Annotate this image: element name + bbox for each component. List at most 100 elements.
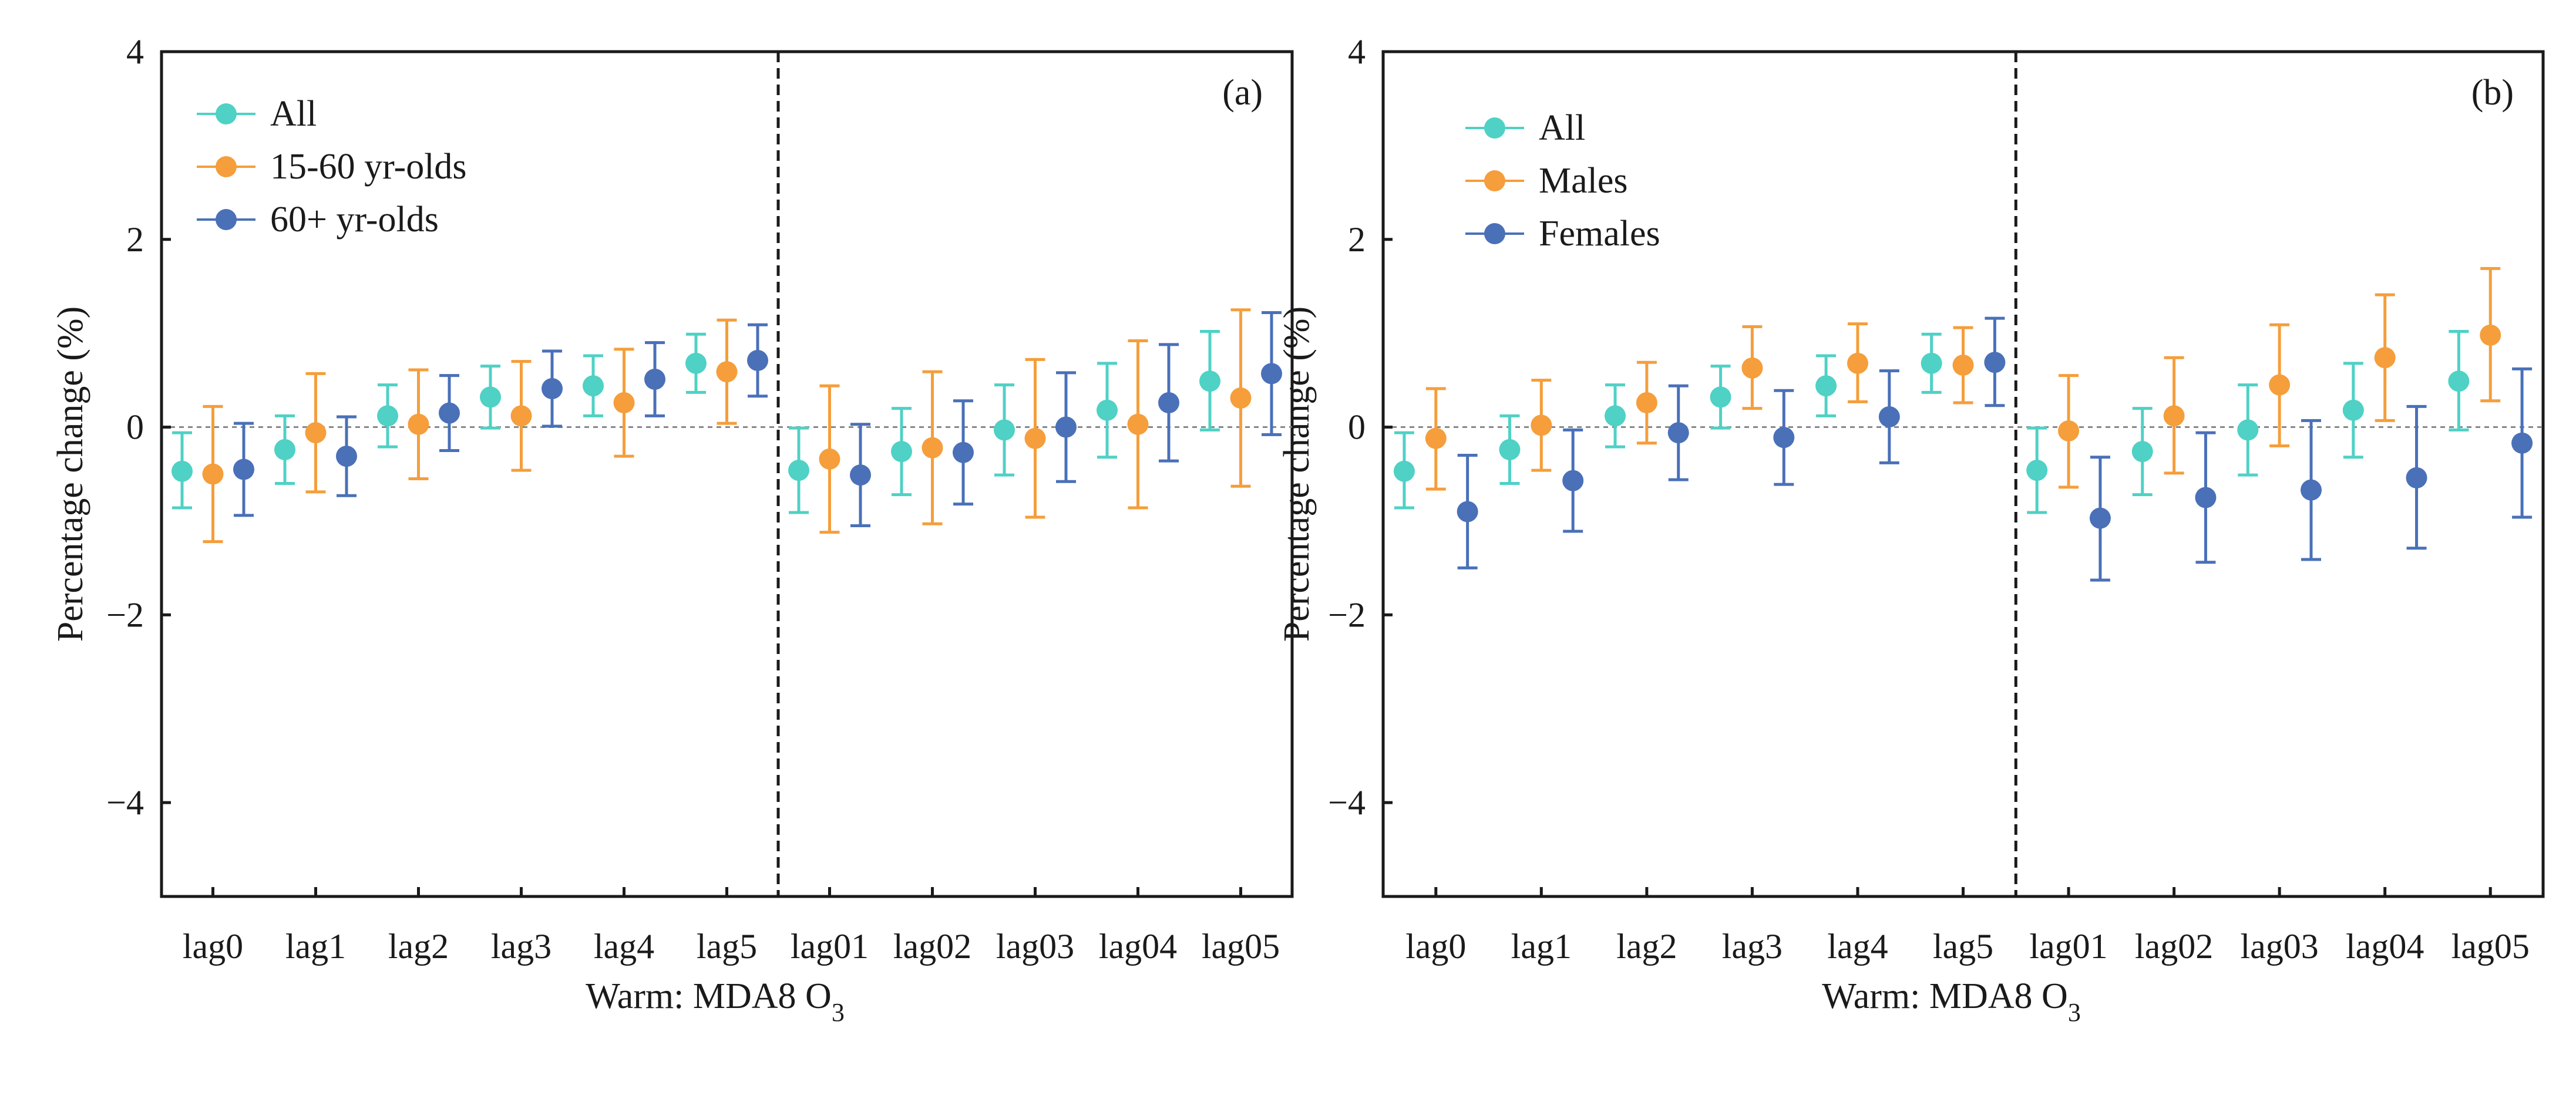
data-point [2342,399,2364,421]
data-point [922,437,943,459]
legend-label: All [270,94,317,134]
data-point [2480,324,2501,346]
data-point [953,441,974,463]
data-point [1199,370,1220,392]
data-point [819,448,840,470]
data-point [1710,386,1731,408]
x-tick-label: lag3 [1722,927,1783,966]
x-tick-label: lag2 [1616,927,1677,966]
data-point [2269,374,2291,396]
legend: All 15-60 yr-olds 60+ yr-olds [197,94,467,240]
x-tick-label: lag04 [1099,927,1177,966]
data-point [377,405,398,427]
legend-label: 15-60 yr-olds [270,147,467,187]
y-tick-label: −4 [1328,783,1366,822]
data-point [202,463,224,485]
x-tick-label: lag0 [1405,927,1466,966]
data-point [891,441,912,463]
data-point [1097,399,1118,421]
data-point [1667,422,1689,444]
data-point [1261,363,1282,385]
data-point [510,405,532,427]
x-axis-title-subscript: 3 [832,998,845,1027]
data-point [788,460,809,481]
x-axis-title-text: Warm: MDA8 O [1822,976,2068,1016]
data-point [1952,355,1974,376]
data-point [439,402,460,424]
data-point [2406,467,2427,488]
x-tick-label: lag01 [2029,927,2107,966]
data-point [274,439,295,460]
series-females [1457,316,2533,582]
x-tick-label: lag2 [388,927,449,966]
data-point [1815,375,1837,397]
y-tick-label: 0 [1348,408,1366,447]
x-tick-label: lag1 [285,927,346,966]
data-point [1457,501,1478,522]
series-males [1425,267,2501,491]
data-point [1984,352,2006,373]
x-tick-label: lag4 [1827,927,1888,966]
data-point [336,446,357,467]
y-axis-title: Percentage change (%) [1277,306,1317,642]
data-point [2195,487,2217,508]
y-tick-label: 0 [126,408,144,447]
x-tick-label: lag01 [791,927,869,966]
data-point [1531,414,1552,436]
x-tick-label: lag1 [1511,927,1572,966]
x-tick-label: lag5 [697,927,757,966]
data-point [1230,387,1252,409]
data-point [1921,352,1942,374]
data-point [1425,427,1447,449]
legend-marker-point [216,156,237,177]
legend-label: 60+ yr-olds [270,200,439,240]
data-point [305,422,327,444]
data-point [716,361,738,383]
data-point [1024,427,1046,449]
x-tick-label: lag05 [1202,927,1280,966]
legend-label: Females [1539,214,1660,254]
series-all [171,329,1220,514]
data-point [2374,347,2396,369]
data-point [747,350,768,372]
panel-label: (a) [1222,73,1263,113]
legend-marker-point [1484,117,1505,139]
y-tick-label: 4 [1348,32,1366,71]
x-axis-title-subscript: 3 [2068,998,2081,1027]
data-point [171,460,193,482]
panel-b: 4 2 0 −2 −4 lag0 lag1 lag2 lag3 lag4 lag5 lag01 lag0… [1277,32,2545,1027]
data-point [685,352,707,374]
legend-marker-point [1484,223,1505,244]
y-tick-label: 4 [126,32,144,71]
data-point [480,386,501,408]
data-point [1773,427,1795,449]
data-point [2448,370,2470,392]
data-point [1158,392,1179,413]
data-point [1499,439,1521,460]
data-point [644,369,665,390]
data-point [2237,419,2259,441]
y-axis-title: Percentage change (%) [51,306,90,642]
data-point [1847,352,1868,374]
panel-a: 4 2 0 −2 −4 lag0 lag1 lag2 lag3 lag4 lag5 lag01 lag0… [51,32,1294,1027]
y-tick-label: −2 [1328,595,1366,634]
x-axis-title-text: Warm: MDA8 O [586,976,832,1016]
data-point [2163,405,2185,427]
legend-marker-point [1484,170,1505,191]
x-tick-label: lag02 [2135,927,2213,966]
legend: All Males Females [1465,108,1660,254]
data-point [1741,357,1763,379]
series-60-yr-olds [233,311,1282,527]
x-tick-label: lag03 [2240,927,2318,966]
data-point [2089,507,2111,529]
data-point [1127,413,1149,435]
data-point [2131,441,2153,463]
data-point [1605,405,1626,427]
data-point [850,464,871,486]
x-axis-title: Warm: MDA8 O3 [586,976,845,1027]
data-point [2058,420,2080,441]
data-point [613,392,635,413]
x-tick-label: lag5 [1933,927,1993,966]
x-tick-label: lag02 [893,927,971,966]
data-point [994,419,1015,441]
